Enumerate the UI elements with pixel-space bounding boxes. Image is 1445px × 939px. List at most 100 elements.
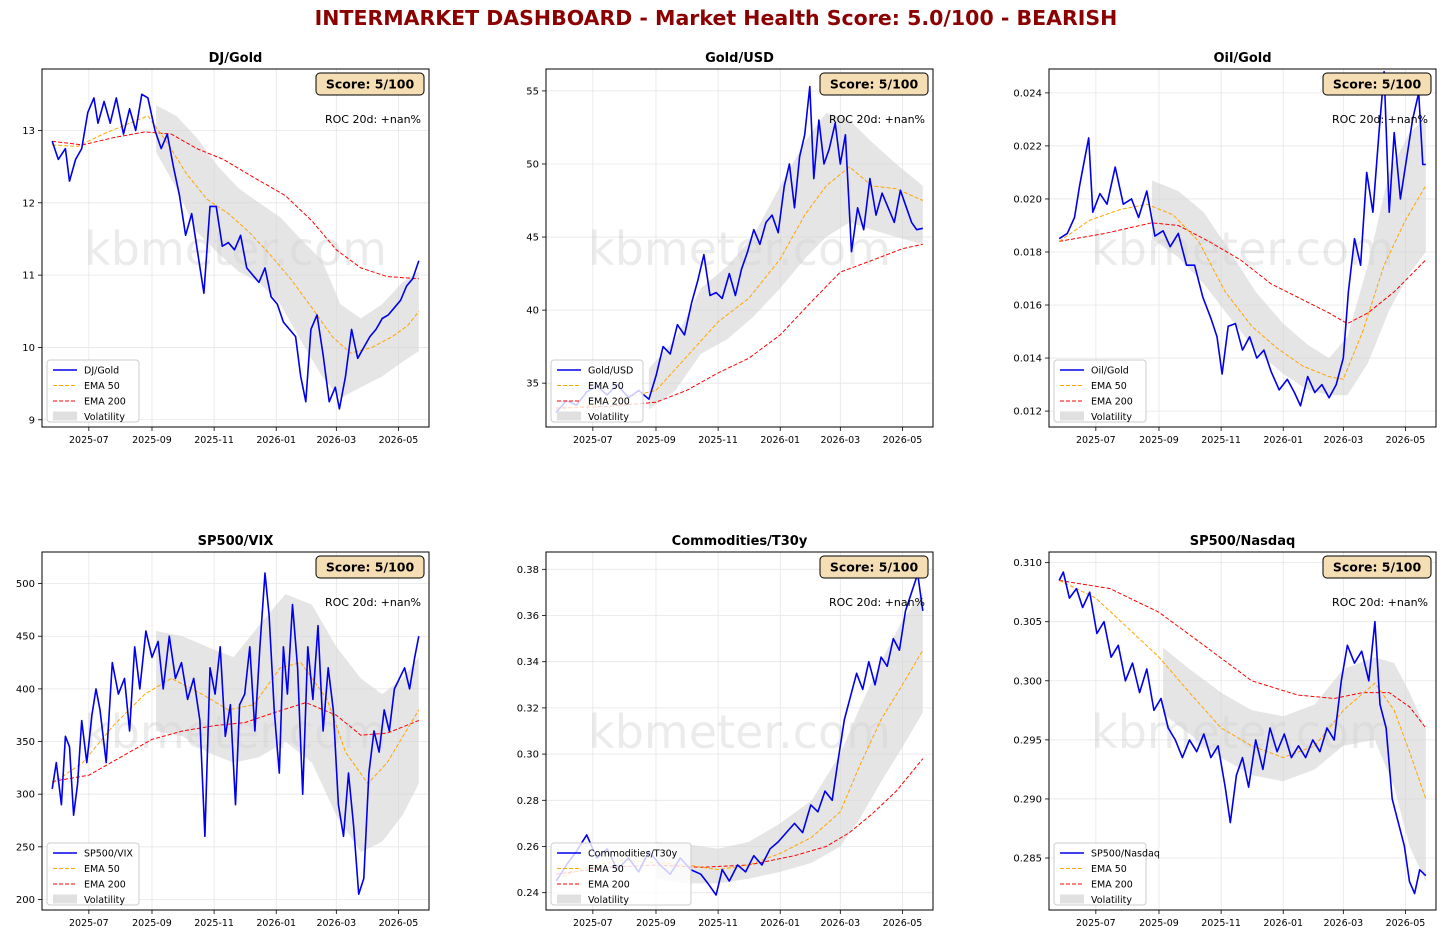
x-tick-label: 2025-09	[132, 918, 172, 929]
legend-label: Oil/Gold	[1091, 366, 1129, 377]
x-tick-label: 2026-03	[820, 435, 860, 446]
y-tick-label: 0.018	[1013, 247, 1042, 258]
price-line	[51, 93, 420, 410]
x-tick-label: 2025-07	[69, 435, 109, 446]
x-tick-label: 2025-09	[132, 435, 172, 446]
legend-box	[46, 359, 140, 423]
price-line	[1058, 70, 1426, 407]
plot-area	[51, 572, 420, 896]
score-label: Score: 5/100	[326, 560, 415, 575]
y-tick-label: 0.24	[517, 888, 539, 899]
y-tick-label: 400	[16, 684, 35, 695]
plot-area	[1058, 70, 1427, 407]
chart-panel: 2025-07 2025-09 2025-11 2026-01 2026-03 2026-…	[517, 534, 934, 929]
y-tick-label: 11	[22, 271, 35, 282]
score-box	[315, 72, 425, 96]
y-tick-label: 0.012	[1013, 407, 1042, 418]
x-tick-label: 2026-03	[1323, 918, 1363, 929]
chart-panel: 2025-07 2025-09 2025-11 2026-01 2026-03 2026-…	[526, 51, 934, 446]
volatility-band	[648, 112, 923, 410]
ema50-line	[1058, 579, 1427, 800]
x-tick-label: 2026-05	[1386, 918, 1426, 929]
x-tick-label: 2026-01	[1263, 435, 1303, 446]
legend-box	[1053, 359, 1147, 423]
y-tick-label: 13	[22, 126, 35, 137]
score-box	[819, 72, 929, 96]
chart-panel: 2025-07 2025-09 2025-11 2026-01 2026-03 2026-…	[1013, 51, 1437, 446]
legend-label: SP500/VIX	[84, 849, 133, 860]
legend-label: DJ/Gold	[84, 366, 119, 377]
axes-frame	[1048, 68, 1437, 428]
legend-label: Volatility	[84, 895, 125, 906]
x-tick-label: 2025-09	[1139, 918, 1179, 929]
y-tick-label: 0.28	[517, 796, 539, 807]
y-tick-label: 50	[526, 159, 539, 170]
legend-swatch	[1060, 411, 1084, 421]
x-tick-label: 2025-09	[636, 918, 676, 929]
ema50-line	[52, 115, 420, 354]
y-tick-label: 0.024	[1013, 88, 1042, 99]
legend-label: EMA 50	[588, 864, 624, 875]
legend-label: EMA 200	[1091, 397, 1133, 408]
x-tick-label: 2025-07	[1076, 435, 1116, 446]
score-label: Score: 5/100	[1333, 77, 1422, 92]
axes-frame	[545, 68, 934, 428]
x-tick-label: 2026-05	[379, 918, 419, 929]
chart-panel: 2025-07 2025-09 2025-11 2026-01 2026-03 2026-…	[1013, 534, 1437, 929]
y-tick-label: 0.30	[517, 750, 539, 761]
y-tick-label: 0.014	[1013, 354, 1042, 365]
x-tick-label: 2026-03	[316, 435, 356, 446]
legend-label: Volatility	[1091, 895, 1132, 906]
score-label: Score: 5/100	[830, 77, 919, 92]
legend-label: Volatility	[588, 412, 629, 423]
dashboard-title: INTERMARKET DASHBOARD - Market Health Sc…	[314, 6, 1118, 30]
roc-label: ROC 20d: +nan%	[325, 113, 421, 126]
legend-label: EMA 50	[84, 381, 120, 392]
y-tick-label: 0.295	[1013, 735, 1042, 746]
legend-label: EMA 200	[84, 397, 126, 408]
chart-panel: 2025-07 2025-09 2025-11 2026-01 2026-03 2026-…	[16, 534, 430, 929]
score-label: Score: 5/100	[830, 560, 919, 575]
y-tick-label: 35	[526, 379, 539, 390]
y-tick-label: 450	[16, 632, 35, 643]
score-label: Score: 5/100	[326, 77, 415, 92]
y-tick-label: 9	[29, 415, 35, 426]
y-tick-label: 0.310	[1013, 558, 1042, 569]
x-tick-label: 2025-11	[194, 918, 234, 929]
legend-swatch	[557, 411, 581, 421]
volatility-band	[1163, 647, 1426, 882]
x-tick-label: 2026-01	[256, 435, 296, 446]
legend-label: EMA 200	[588, 397, 630, 408]
score-box	[1322, 72, 1432, 96]
chart-title: DJ/Gold	[209, 51, 263, 66]
legend-box	[1053, 842, 1147, 906]
legend-label: EMA 200	[84, 880, 126, 891]
x-tick-label: 2025-07	[573, 435, 613, 446]
watermark-text: kbmeter.com	[1091, 222, 1394, 276]
y-tick-label: 55	[526, 86, 539, 97]
y-tick-label: 250	[16, 842, 35, 853]
chart-panel: 2025-07 2025-09 2025-11 2026-01 2026-03 2026-…	[22, 51, 430, 446]
ema50-line	[51, 662, 420, 785]
chart-title: Oil/Gold	[1213, 51, 1271, 66]
x-tick-label: 2026-01	[1263, 918, 1303, 929]
score-box	[1322, 555, 1432, 579]
legend-swatch	[1060, 894, 1084, 904]
volatility-band	[1151, 119, 1426, 396]
legend-box	[46, 842, 140, 906]
legend-label: Volatility	[588, 895, 629, 906]
y-tick-label: 0.26	[517, 842, 539, 853]
score-box	[315, 555, 425, 579]
legend-swatch	[53, 894, 77, 904]
ema200-line	[52, 131, 419, 280]
x-tick-label: 2026-05	[883, 918, 923, 929]
y-tick-label: 350	[16, 737, 35, 748]
x-tick-label: 2026-03	[1323, 435, 1363, 446]
score-label: Score: 5/100	[1333, 560, 1422, 575]
chart-title: SP500/Nasdaq	[1190, 534, 1296, 549]
legend-label: Gold/USD	[588, 366, 633, 377]
roc-label: ROC 20d: +nan%	[829, 596, 925, 609]
x-tick-label: 2026-01	[760, 435, 800, 446]
legend-label: EMA 200	[588, 880, 630, 891]
